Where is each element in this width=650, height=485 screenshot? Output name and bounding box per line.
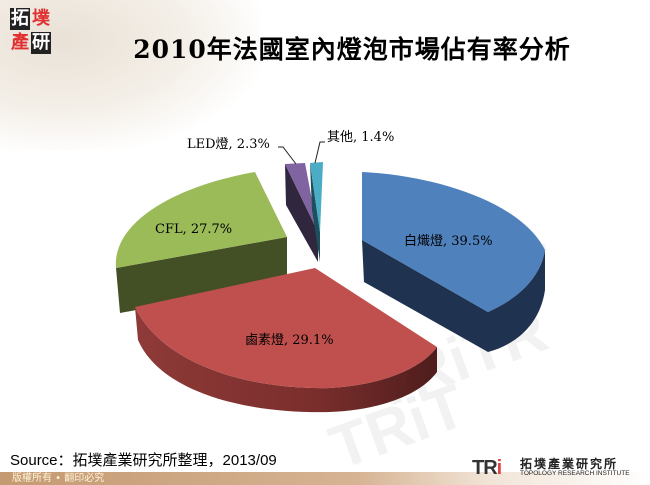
label-cfl: CFL, 27.7% [155, 222, 232, 237]
copyright-text: 版權所有 • 翻印必究 [12, 473, 105, 484]
logo-char: 研 [31, 32, 51, 54]
logo-char: 拓 [10, 8, 30, 30]
label-halogen: 鹵素燈, 29.1% [245, 333, 334, 348]
logo-char: 墣 [32, 8, 50, 29]
slice-led[interactable] [285, 163, 318, 262]
background-map [0, 0, 260, 150]
leader-line-other [314, 141, 325, 164]
tri-logo: 拓 墣 產 研 [10, 8, 52, 56]
slice-other[interactable] [310, 162, 323, 262]
brand-cn: 拓墣產業研究所 [520, 457, 619, 471]
page-title: 2010年法國室內燈泡市場佔有率分析 [133, 35, 571, 64]
label-incandescent: 白熾燈, 39.5% [404, 233, 493, 249]
slice-incandescent[interactable] [362, 172, 545, 352]
tri-mark: TRi [472, 457, 502, 479]
source-note: Source：拓墣產業研究所整理，2013/09 [10, 452, 277, 469]
brand-en: TOPOLOGY RESEARCH INSTITUTE [520, 470, 630, 477]
slice-halogen[interactable] [135, 268, 437, 413]
label-other: 其他, 1.4% [327, 130, 394, 145]
label-led: LED燈, 2.3% [187, 137, 270, 152]
slice-cfl[interactable] [115, 172, 288, 313]
leader-line-led [278, 146, 297, 165]
footer-bar: 版權所有 • 翻印必究 [0, 472, 650, 485]
logo-char: 產 [11, 32, 29, 53]
tri-brand-logo: TRi 拓墣產業研究所 TOPOLOGY RESEARCH INSTITUTE [472, 455, 647, 481]
